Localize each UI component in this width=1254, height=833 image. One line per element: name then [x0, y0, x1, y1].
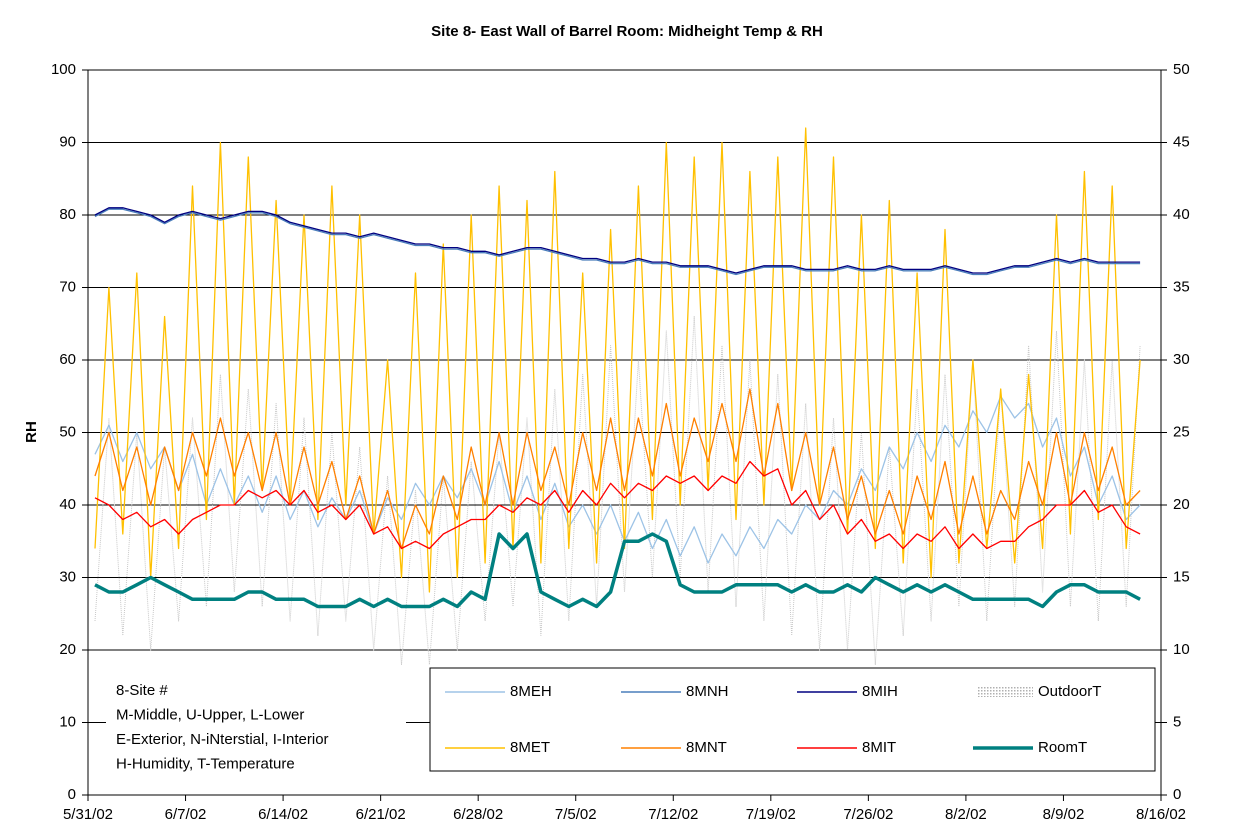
y-tick-label: 0	[68, 786, 76, 803]
y-tick-label: 80	[59, 206, 76, 223]
y-tick-label: 40	[59, 496, 76, 513]
y-tick-label: 30	[59, 568, 76, 585]
legend-label: 8MET	[510, 739, 550, 756]
legend-swatch	[978, 687, 1033, 697]
legend-label: RoomT	[1038, 739, 1087, 756]
legend-box	[429, 667, 1156, 772]
legend-label: OutdoorT	[1038, 683, 1101, 700]
legend-label: 8MNT	[686, 739, 727, 756]
x-tick-label: 8/2/02	[945, 806, 987, 823]
y2-tick-label: 0	[1173, 786, 1181, 803]
y2-tick-label: 10	[1173, 641, 1190, 658]
x-tick-label: 6/28/02	[453, 806, 503, 823]
y-axis-label: RH	[23, 421, 40, 443]
x-tick-label: 7/5/02	[555, 806, 597, 823]
series-line	[94, 460, 1141, 550]
legend-label: 8MNH	[686, 683, 729, 700]
legend-label: 8MEH	[510, 683, 552, 700]
y2-tick-label: 15	[1173, 568, 1190, 585]
x-tick-label: 7/26/02	[843, 806, 893, 823]
x-tick-label: 8/9/02	[1043, 806, 1085, 823]
y-tick-label: 10	[59, 713, 76, 730]
y-tick-label: 50	[59, 423, 76, 440]
y-tick-label: 100	[51, 61, 76, 78]
series-line	[94, 316, 1141, 665]
y-tick-label: 60	[59, 351, 76, 368]
x-tick-label: 6/7/02	[165, 806, 207, 823]
annotation: 8-Site #	[116, 682, 168, 699]
y-tick-label: 70	[59, 278, 76, 295]
series-line	[94, 388, 1141, 550]
x-tick-label: 7/19/02	[746, 806, 796, 823]
y2-tick-label: 5	[1173, 713, 1181, 730]
chart-title: Site 8- East Wall of Barrel Room: Midhei…	[431, 23, 823, 40]
y2-tick-label: 40	[1173, 206, 1190, 223]
y2-tick-label: 25	[1173, 423, 1190, 440]
y2-tick-label: 35	[1173, 278, 1190, 295]
annotation: E-Exterior, N-iNterstial, I-Interior	[116, 731, 329, 748]
x-tick-label: 7/12/02	[648, 806, 698, 823]
y2-tick-label: 45	[1173, 133, 1190, 150]
annotation: H-Humidity, T-Temperature	[116, 755, 295, 772]
series-line	[94, 127, 1141, 593]
x-tick-label: 6/14/02	[258, 806, 308, 823]
annotation: M-Middle, U-Upper, L-Lower	[116, 706, 304, 723]
y2-tick-label: 30	[1173, 351, 1190, 368]
series-line	[94, 207, 1141, 274]
y2-tick-label: 50	[1173, 61, 1190, 78]
x-tick-label: 5/31/02	[63, 806, 113, 823]
x-tick-label: 8/16/02	[1136, 806, 1186, 823]
legend-label: 8MIT	[862, 739, 896, 756]
series-line	[94, 208, 1141, 276]
y2-tick-label: 20	[1173, 496, 1190, 513]
plot-frame	[87, 69, 1162, 796]
annotation-box	[106, 676, 406, 776]
series-line	[94, 532, 1141, 609]
legend-label: 8MIH	[862, 683, 898, 700]
x-tick-label: 6/21/02	[356, 806, 406, 823]
y-tick-label: 90	[59, 133, 76, 150]
y-tick-label: 20	[59, 641, 76, 658]
